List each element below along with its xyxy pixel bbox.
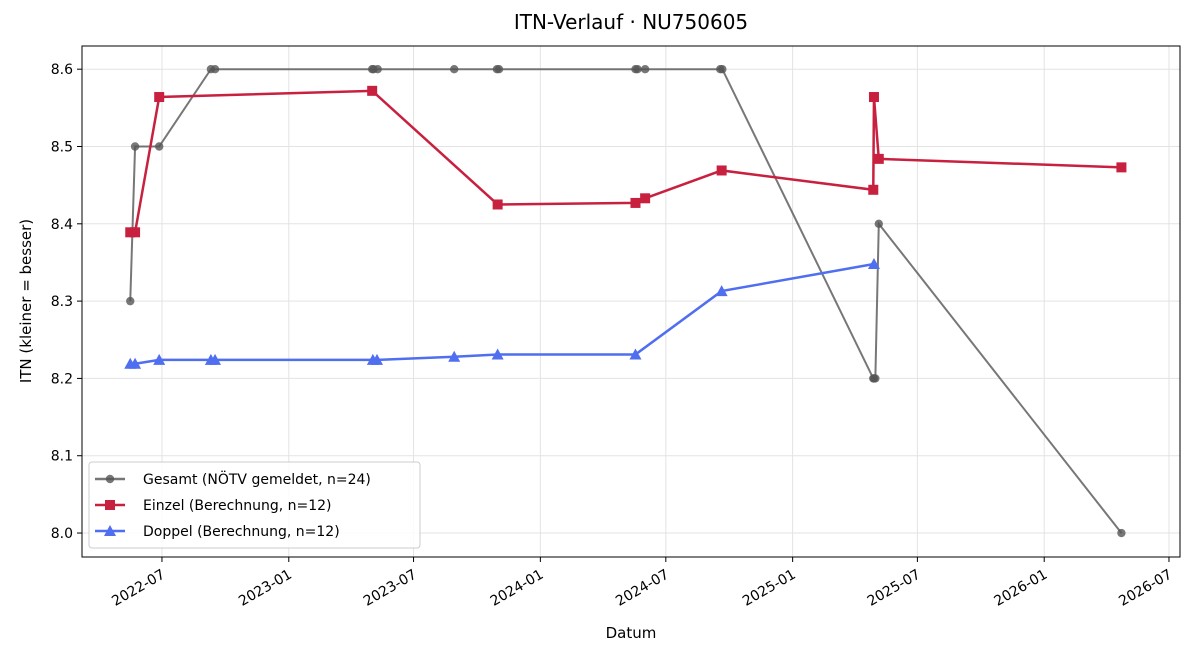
data-point: [716, 165, 727, 176]
data-point: [1117, 528, 1126, 538]
data-point: [629, 348, 642, 360]
data-point: [868, 92, 879, 103]
y-tick-label: 8.1: [51, 449, 73, 465]
data-point: [491, 348, 504, 360]
data-point: [209, 353, 222, 365]
data-point: [633, 64, 642, 74]
x-axis-label: Datum: [606, 624, 657, 642]
x-tick-label: 2024-07: [613, 567, 672, 610]
y-tick-label: 8.5: [51, 139, 73, 155]
x-tick-label: 2025-01: [740, 567, 799, 610]
data-point: [874, 219, 883, 229]
legend-label: Doppel (Berechnung, n=12): [143, 524, 340, 540]
plot-frame: [81, 45, 1181, 558]
data-point: [871, 374, 880, 383]
y-tick-label: 8.4: [51, 217, 73, 233]
legend-label: Gesamt (NÖTV gemeldet, n=24): [143, 470, 371, 488]
data-point: [867, 258, 880, 270]
data-point: [494, 64, 504, 74]
legend-marker: [105, 474, 115, 484]
chart-title: ITN-Verlauf · NU750605: [514, 10, 748, 34]
y-tick-label: 8.0: [51, 526, 73, 542]
data-point: [718, 64, 727, 74]
legend-box: [88, 461, 421, 549]
data-point: [1116, 162, 1127, 173]
data-point: [640, 64, 650, 74]
data-point: [154, 92, 165, 103]
x-tick-label: 2023-01: [236, 567, 295, 610]
y-axis-label: ITN (kleiner = besser): [17, 219, 35, 383]
data-point: [153, 353, 166, 365]
y-tick-label: 8.2: [51, 371, 73, 387]
x-tick-label: 2025-07: [865, 567, 924, 610]
y-tick-label: 8.3: [51, 294, 73, 310]
data-point: [492, 199, 503, 210]
data-point: [126, 296, 135, 306]
x-tick-label: 2023-07: [361, 567, 420, 610]
data-point: [868, 184, 879, 195]
legend-marker: [104, 525, 116, 536]
series-line: [130, 89, 1122, 234]
legend-marker: [105, 500, 115, 510]
y-tick-label: 8.6: [51, 62, 73, 78]
legend-label: Einzel (Berechnung, n=12): [143, 498, 332, 514]
x-tick-label: 2026-07: [1116, 567, 1175, 610]
data-point: [154, 142, 164, 151]
data-point: [130, 227, 141, 238]
x-tick-label: 2022-07: [109, 567, 168, 610]
data-point: [129, 357, 142, 369]
data-point: [130, 142, 140, 151]
data-point: [371, 353, 384, 365]
data-point: [715, 285, 728, 297]
data-point: [630, 197, 641, 208]
x-tick-label: 2026-01: [992, 567, 1051, 610]
data-point: [448, 350, 461, 362]
series-line: [130, 262, 875, 365]
x-tick-label: 2024-01: [488, 567, 547, 610]
data-point: [373, 64, 382, 74]
data-point: [873, 153, 884, 164]
data-point: [210, 64, 220, 74]
data-point: [450, 64, 459, 74]
data-point: [367, 85, 378, 96]
data-point: [640, 193, 651, 204]
